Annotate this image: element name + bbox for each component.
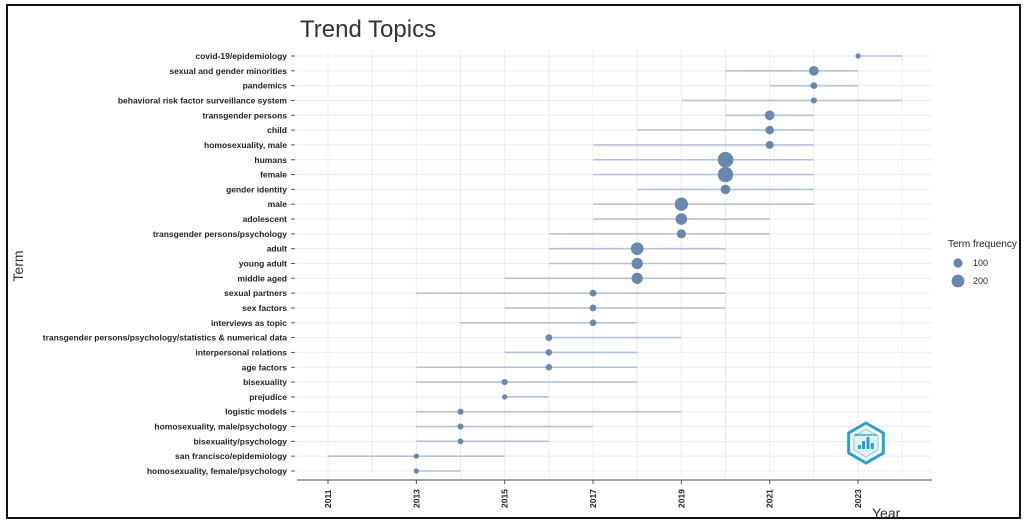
legend-title: Term frequency	[948, 239, 1017, 250]
term-point	[674, 197, 689, 211]
term-label: humans	[254, 155, 287, 165]
term-point	[589, 319, 597, 327]
term-point	[545, 349, 553, 356]
term-label: middle aged	[237, 273, 287, 283]
term-point	[413, 453, 419, 459]
legend-marker-200	[951, 274, 965, 288]
term-point	[545, 334, 553, 342]
term-label: covid-19/epidemiology	[195, 51, 287, 61]
term-label: interviews as topic	[211, 318, 287, 328]
term-point	[717, 166, 734, 183]
x-tick-label: 2017	[588, 489, 598, 508]
term-label: behavioral risk factor surveillance syst…	[118, 95, 288, 105]
term-point	[810, 82, 818, 90]
term-point	[810, 97, 817, 104]
term-label: sexual partners	[224, 288, 287, 298]
term-label: sex factors	[242, 303, 287, 313]
legend-label-100: 100	[973, 258, 988, 268]
term-point	[589, 289, 597, 297]
term-point	[457, 423, 464, 430]
term-point	[765, 125, 774, 135]
term-point	[720, 184, 731, 195]
term-point	[413, 468, 419, 474]
term-point	[717, 151, 734, 168]
term-label: san francisco/epidemiology	[175, 451, 287, 461]
term-label: homosexuality, female/psychology	[147, 466, 287, 476]
term-label: homosexuality, male	[204, 140, 287, 150]
term-label: homosexuality, male/psychology	[154, 422, 287, 432]
chart-title: Trend Topics	[300, 16, 436, 43]
term-point	[501, 378, 508, 386]
logo-text: bibliometrix	[855, 432, 878, 437]
term-label: age factors	[242, 362, 288, 372]
term-point	[631, 272, 643, 284]
x-axis-title: Year	[872, 505, 901, 521]
legend-label-200: 200	[973, 276, 988, 286]
term-label: bisexuality/psychology	[193, 436, 287, 446]
term-point	[457, 408, 464, 415]
legend-marker-100	[953, 258, 963, 268]
x-tick-label: 2011	[323, 489, 333, 508]
term-label: adult	[267, 244, 287, 254]
term-point	[855, 53, 861, 59]
x-tick-label: 2019	[676, 489, 686, 508]
term-label: female	[260, 170, 287, 180]
term-label: adolescent	[243, 214, 288, 224]
term-point	[502, 394, 508, 400]
term-label: male	[268, 199, 288, 209]
term-point	[457, 438, 464, 445]
term-label: child	[267, 125, 287, 135]
term-label: transgender persons/psychology/statistic…	[43, 333, 287, 343]
term-point	[631, 257, 643, 270]
term-point	[589, 304, 597, 312]
term-label: interpersonal relations	[195, 347, 287, 357]
term-point	[545, 363, 553, 371]
legend: Term frequency 100 200	[948, 239, 1017, 288]
term-label: sexual and gender minorities	[169, 66, 287, 76]
term-label: bisexuality	[243, 377, 287, 387]
term-label: transgender persons	[202, 110, 287, 120]
term-point	[765, 140, 774, 149]
term-point	[630, 242, 644, 256]
term-label: transgender persons/psychology	[153, 229, 287, 239]
term-point	[764, 110, 775, 121]
x-tick-label: 2023	[853, 489, 863, 508]
x-tick-label: 2013	[411, 489, 421, 508]
term-label: logistic models	[225, 407, 287, 417]
y-axis-title: Term	[10, 250, 26, 281]
x-tick-label: 2021	[765, 489, 775, 508]
term-point	[675, 213, 688, 225]
term-label: pandemics	[243, 81, 288, 91]
x-tick-label: 2015	[500, 489, 510, 508]
term-point	[809, 65, 819, 76]
term-label: young adult	[239, 259, 287, 269]
bibliometrix-hexagon-logo: bibliometrix	[847, 421, 885, 465]
term-label: gender identity	[226, 184, 287, 194]
term-point	[676, 229, 686, 239]
term-label: prejudice	[249, 392, 287, 402]
